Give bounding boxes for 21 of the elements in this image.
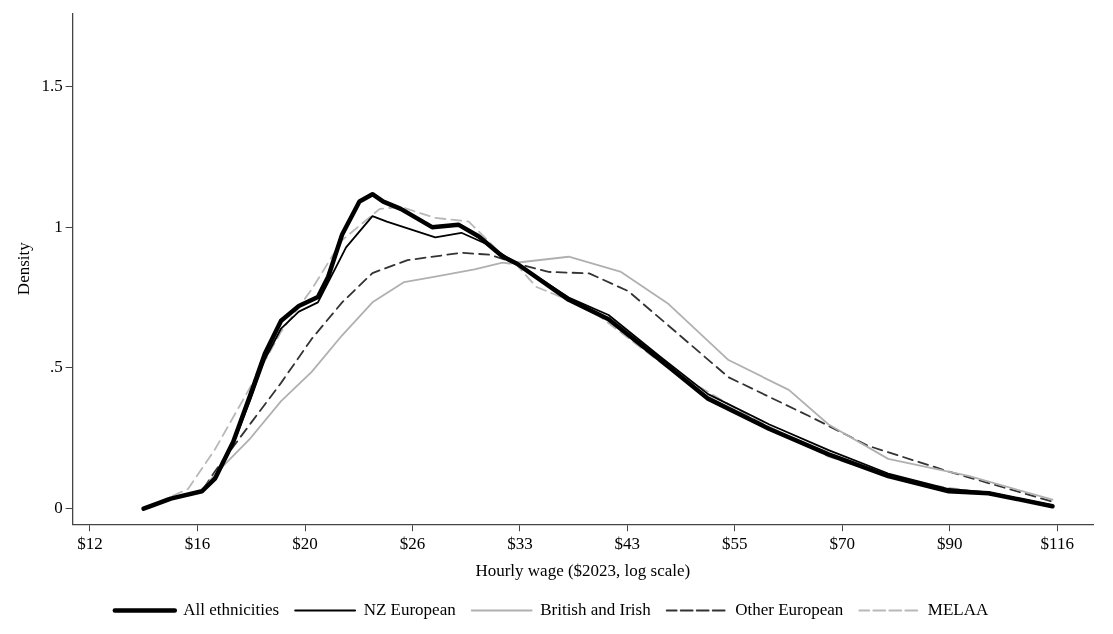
x-tick-label: $70 (829, 533, 856, 553)
legend-label: British and Irish (540, 599, 652, 619)
x-tick-label: $16 (184, 533, 211, 553)
x-tick-label: $26 (399, 533, 426, 553)
legend-label: All ethnicities (183, 599, 280, 619)
x-tick-label: $33 (507, 533, 533, 553)
x-tick-label: $90 (937, 533, 963, 553)
x-tick-label: $116 (1040, 533, 1074, 553)
x-tick-label: $12 (77, 533, 103, 553)
legend-label: NZ European (363, 599, 457, 619)
x-tick-label: $55 (722, 533, 748, 553)
y-tick-label: 0 (54, 498, 63, 518)
y-tick-label: 1 (54, 216, 63, 236)
x-tick-label: $43 (614, 533, 641, 553)
legend-label: Other European (735, 599, 844, 619)
x-axis-title: Hourly wage ($2023, log scale) (475, 561, 691, 581)
x-tick-label: $20 (292, 533, 318, 553)
legend-label: MELAA (927, 599, 989, 619)
y-tick-label: .5 (49, 357, 63, 377)
y-tick-label: 1.5 (41, 75, 63, 95)
y-axis-title: Density (13, 241, 33, 296)
